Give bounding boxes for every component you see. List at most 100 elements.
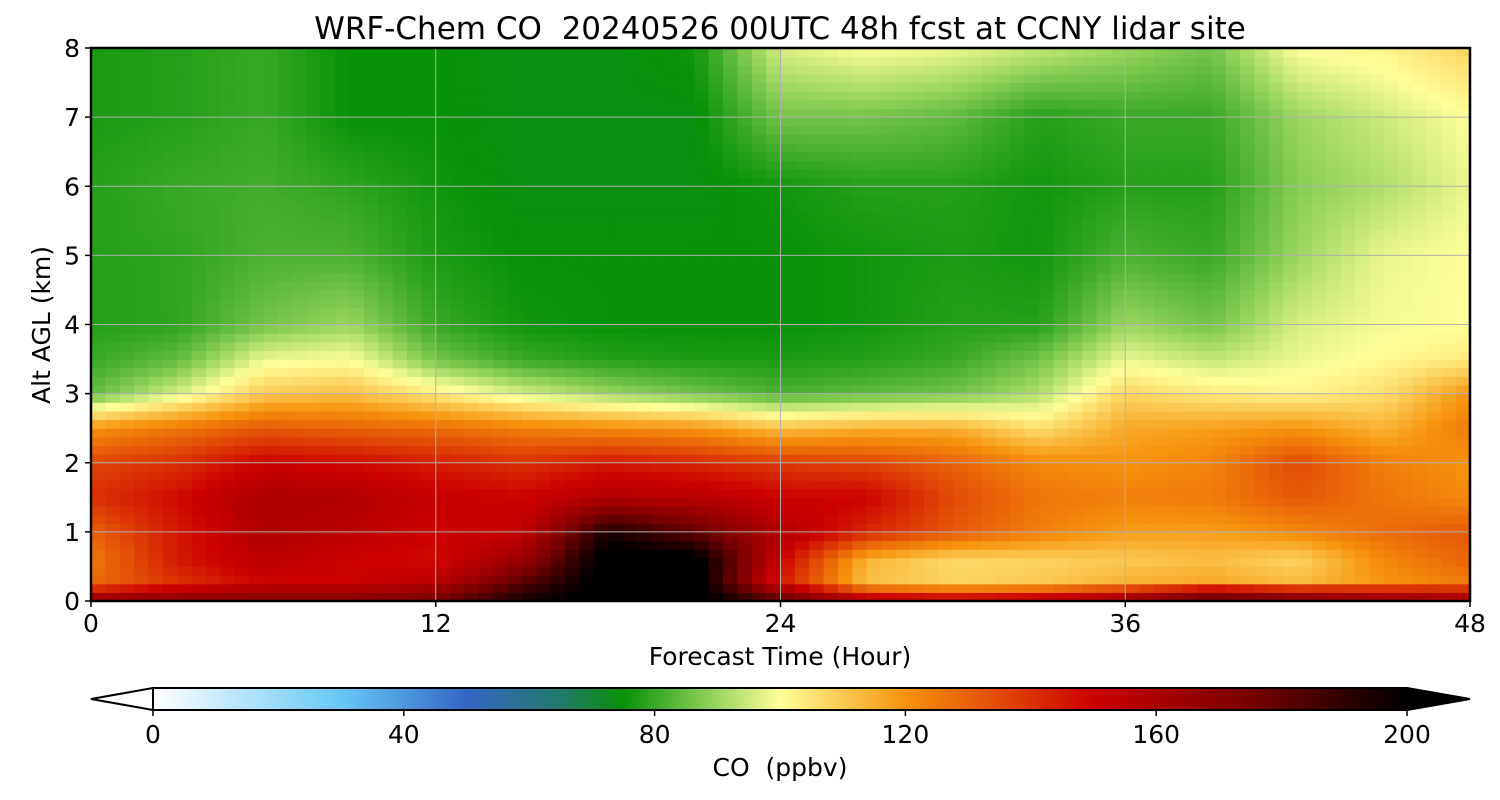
heatmap-cell: [1455, 592, 1470, 601]
heatmap-cell: [421, 402, 437, 412]
heatmap-cell: [895, 445, 911, 455]
heatmap-cell: [421, 410, 437, 421]
heatmap-cell: [162, 246, 178, 256]
heatmap-cell: [608, 220, 624, 231]
heatmap-cell: [478, 376, 494, 386]
heatmap-cell: [1067, 488, 1083, 498]
heatmap-cell: [464, 246, 480, 256]
heatmap-cell: [1067, 272, 1083, 282]
heatmap-cell: [608, 246, 624, 256]
heatmap-cell: [1168, 203, 1184, 213]
heatmap-cell: [622, 549, 638, 559]
heatmap-cell: [579, 238, 595, 248]
heatmap-cell: [148, 376, 164, 386]
heatmap-cell: [1125, 566, 1141, 576]
heatmap-cell: [1240, 289, 1256, 300]
heatmap-cell: [679, 376, 695, 386]
heatmap-cell: [751, 367, 767, 377]
heatmap-cell: [1254, 272, 1270, 282]
heatmap-cell: [1441, 255, 1457, 265]
heatmap-cell: [809, 384, 825, 395]
heatmap-cell: [105, 557, 121, 568]
heatmap-cell: [852, 359, 868, 369]
heatmap-cell: [1297, 264, 1313, 274]
heatmap-cell: [407, 583, 422, 593]
heatmap-cell: [1268, 203, 1284, 213]
heatmap-cell: [694, 428, 710, 438]
heatmap-cell: [881, 289, 897, 300]
heatmap-cell: [177, 376, 193, 386]
heatmap-cell: [1340, 505, 1356, 516]
heatmap-cell: [694, 523, 710, 533]
heatmap-cell: [823, 549, 839, 559]
heatmap-cell: [938, 592, 954, 601]
heatmap-cell: [967, 402, 983, 412]
heatmap-cell: [263, 238, 279, 248]
heatmap-cell: [550, 315, 566, 326]
heatmap-cell: [1139, 454, 1155, 464]
heatmap-cell: [1340, 428, 1356, 438]
heatmap-cell: [608, 168, 624, 179]
heatmap-cell: [105, 307, 121, 317]
heatmap-cell: [967, 428, 983, 438]
heatmap-cell: [1197, 514, 1213, 524]
heatmap-cell: [866, 436, 882, 447]
heatmap-cell: [349, 289, 365, 300]
heatmap-cell: [464, 531, 480, 542]
heatmap-cell: [306, 238, 322, 248]
heatmap-cell: [565, 203, 580, 213]
heatmap-cell: [1369, 540, 1385, 550]
heatmap-cell: [277, 376, 293, 386]
heatmap-cell: [837, 367, 853, 377]
heatmap-cell: [1096, 272, 1112, 282]
heatmap-cell: [177, 462, 193, 472]
heatmap-cell: [1268, 168, 1284, 179]
heatmap-cell: [1283, 298, 1299, 308]
heatmap-cell: [205, 289, 221, 300]
heatmap-cell: [938, 557, 954, 568]
heatmap-cell: [349, 428, 365, 438]
heatmap-cell: [636, 264, 652, 274]
heatmap-cell: [493, 376, 509, 386]
heatmap-cell: [1168, 194, 1184, 205]
heatmap-cell: [794, 289, 810, 300]
heatmap-cell: [1139, 298, 1155, 308]
heatmap-cell: [766, 324, 782, 334]
heatmap-cell: [1297, 333, 1313, 343]
heatmap-cell: [306, 151, 322, 161]
heatmap-cell: [636, 557, 652, 568]
heatmap-cell: [967, 410, 983, 421]
heatmap-cell: [852, 255, 868, 265]
heatmap-cell: [1311, 255, 1327, 265]
heatmap-cell: [1398, 592, 1414, 601]
heatmap-cell: [1053, 281, 1069, 291]
heatmap-cell: [277, 186, 293, 196]
heatmap-cell: [292, 583, 308, 593]
heatmap-cell: [521, 289, 537, 300]
heatmap-cell: [148, 212, 164, 222]
heatmap-cell: [177, 341, 193, 352]
heatmap-cell: [1024, 203, 1040, 213]
heatmap-cell: [507, 436, 523, 447]
heatmap-cell: [1455, 488, 1470, 498]
heatmap-cell: [1197, 557, 1213, 568]
heatmap-cell: [694, 289, 710, 300]
heatmap-cell: [1398, 168, 1414, 179]
heatmap-cell: [521, 384, 537, 395]
heatmap-cell: [1254, 376, 1270, 386]
heatmap-cell: [852, 445, 868, 455]
heatmap-cell: [1211, 307, 1227, 317]
heatmap-cell: [464, 272, 480, 282]
heatmap-cell: [881, 246, 897, 256]
heatmap-cell: [708, 350, 724, 360]
heatmap-cell: [493, 255, 509, 265]
heatmap-cell: [737, 505, 753, 516]
heatmap-cell: [895, 549, 911, 559]
heatmap-cell: [1182, 523, 1198, 533]
heatmap-cell: [105, 255, 121, 265]
heatmap-cell: [1268, 488, 1284, 498]
heatmap-cell: [651, 462, 667, 472]
heatmap-cell: [723, 264, 738, 274]
heatmap-cell: [751, 160, 767, 170]
heatmap-cell: [205, 428, 221, 438]
